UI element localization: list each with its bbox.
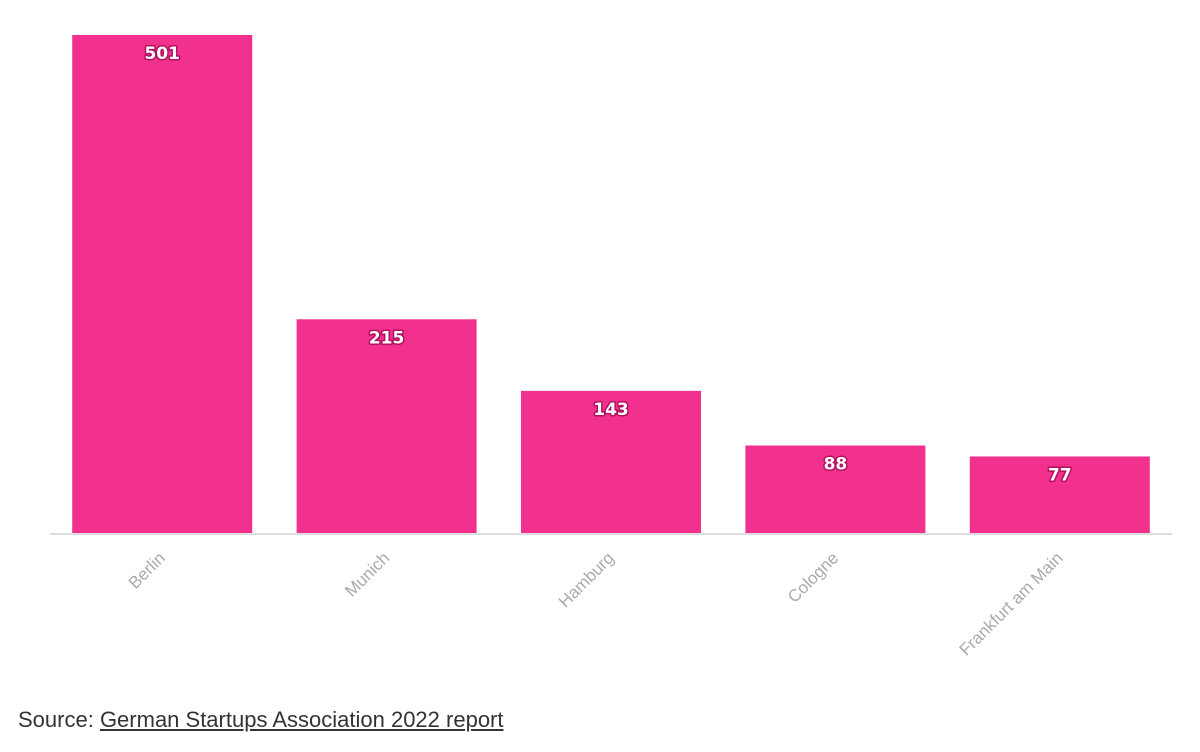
x-tick-label: Munich bbox=[341, 548, 393, 600]
bar-munich bbox=[296, 319, 477, 533]
bar-cologne bbox=[745, 445, 926, 533]
source-prefix: Source: bbox=[18, 707, 100, 732]
x-tick-labels-group: Berlin Munich Hamburg Cologne Frankfurt am M… bbox=[125, 548, 1067, 659]
data-label: 215 bbox=[369, 328, 405, 348]
x-tick-label: Frankfurt am Main bbox=[956, 548, 1067, 659]
source-link[interactable]: German Startups Association 2022 report bbox=[99, 707, 504, 732]
data-labels-group: 501 215 143 88 77 bbox=[143, 43, 1073, 487]
bar-berlin bbox=[72, 35, 253, 533]
x-tick-label: Berlin bbox=[125, 548, 169, 592]
data-label: 77 bbox=[1048, 465, 1072, 485]
bar-frankfurt-am-main bbox=[969, 456, 1150, 533]
x-tick-label: Hamburg bbox=[555, 548, 618, 611]
data-label: 88 bbox=[824, 455, 848, 475]
bar-hamburg bbox=[521, 390, 701, 533]
bar-chart: 501 215 143 88 77 Berlin Munich Hamburg Cologne… bbox=[50, 35, 1172, 659]
source-note: Source: German Startups Association 2022… bbox=[18, 707, 504, 733]
data-label: 143 bbox=[593, 400, 629, 420]
bars-group bbox=[72, 35, 1150, 533]
x-tick-label: Cologne bbox=[784, 548, 842, 606]
data-label: 501 bbox=[144, 44, 180, 64]
